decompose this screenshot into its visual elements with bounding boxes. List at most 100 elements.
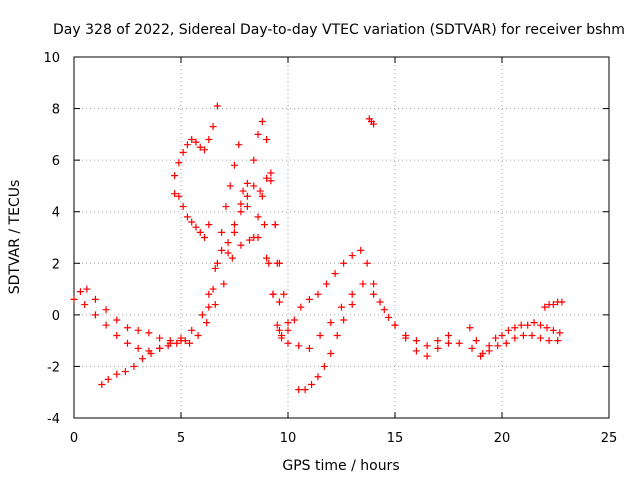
data-point: [423, 342, 431, 350]
data-point: [297, 303, 305, 311]
y-tick-label: 2: [52, 257, 60, 272]
data-point: [554, 337, 562, 345]
data-point: [537, 334, 545, 342]
data-point: [134, 326, 142, 334]
data-point: [175, 192, 183, 200]
data-point: [201, 234, 209, 241]
data-point: [284, 319, 292, 327]
data-point: [250, 234, 258, 241]
data-point: [519, 331, 527, 339]
data-point: [175, 159, 183, 167]
data-point: [275, 326, 283, 334]
y-tick-label: 4: [52, 206, 60, 221]
data-point: [81, 301, 89, 309]
x-tick-label: 15: [387, 431, 404, 446]
data-point: [316, 331, 324, 339]
data-point: [228, 254, 236, 262]
series-main-lower: [81, 234, 452, 360]
data-point: [477, 352, 485, 360]
y-tick-label: 0: [52, 309, 60, 324]
data-point: [237, 208, 245, 216]
data-point: [455, 339, 463, 347]
data-point: [363, 259, 371, 267]
data-point: [91, 295, 99, 303]
data-point: [91, 311, 99, 319]
data-point: [211, 264, 219, 272]
series-descending-tail: [98, 337, 189, 388]
data-point: [124, 339, 131, 347]
data-point: [196, 143, 204, 151]
y-tick-label: 6: [52, 154, 60, 169]
data-point: [492, 334, 500, 342]
data-point: [104, 375, 112, 383]
data-point: [267, 177, 275, 185]
data-point: [260, 221, 268, 229]
data-point: [323, 280, 331, 288]
series-main-upper: [70, 182, 463, 350]
data-point: [265, 259, 273, 267]
y-tick-label: -2: [47, 360, 60, 375]
data-point: [222, 203, 230, 211]
data-point: [434, 344, 442, 352]
data-point: [235, 141, 243, 149]
data-point: [243, 179, 251, 187]
data-point: [224, 239, 232, 247]
data-point: [472, 337, 480, 345]
data-point: [333, 331, 341, 339]
data-point: [183, 141, 191, 149]
x-tick-label: 20: [494, 431, 511, 446]
data-point: [198, 311, 206, 319]
data-point: [121, 368, 129, 376]
data-point: [113, 370, 121, 378]
data-point: [485, 347, 493, 355]
data-point: [391, 321, 399, 329]
series-noon-dip: [295, 301, 356, 394]
data-point: [124, 324, 131, 332]
data-point: [530, 319, 538, 327]
data-point: [258, 192, 266, 200]
data-point: [130, 362, 138, 370]
data-point: [502, 339, 510, 347]
data-point: [528, 331, 536, 339]
data-point: [102, 306, 110, 314]
data-point: [201, 146, 209, 154]
grid: [74, 57, 609, 418]
data-point: [250, 156, 258, 164]
data-point: [213, 259, 221, 267]
data-point: [226, 182, 234, 190]
data-point: [224, 249, 232, 257]
data-point: [239, 187, 247, 195]
data-point: [231, 221, 238, 229]
plot-frame: [73, 56, 610, 419]
data-point: [468, 344, 476, 352]
x-tick-label: 25: [601, 431, 618, 446]
data-point: [385, 313, 393, 321]
data-point: [263, 136, 271, 144]
series-evening-lower: [468, 331, 562, 360]
data-point: [231, 228, 238, 236]
data-point: [245, 236, 253, 244]
data-point: [258, 117, 266, 125]
data-point: [357, 246, 365, 254]
data-point: [186, 339, 194, 347]
data-point: [537, 321, 545, 329]
data-point: [541, 303, 549, 311]
data-point: [192, 138, 200, 146]
data-point: [370, 280, 378, 288]
data-point: [327, 319, 335, 327]
data-point: [380, 306, 388, 314]
data-point: [423, 352, 431, 360]
data-point: [498, 331, 506, 339]
data-point: [348, 301, 356, 309]
data-point: [284, 339, 292, 347]
data-point: [250, 182, 258, 190]
data-point: [359, 280, 367, 288]
series-rising-ridge-1: [205, 141, 251, 311]
data-point: [305, 344, 313, 352]
data-point: [254, 213, 262, 221]
data-point: [209, 285, 217, 293]
data-point: [348, 252, 356, 260]
data-point: [76, 288, 84, 296]
data-point: [254, 130, 262, 138]
data-point: [314, 290, 322, 298]
